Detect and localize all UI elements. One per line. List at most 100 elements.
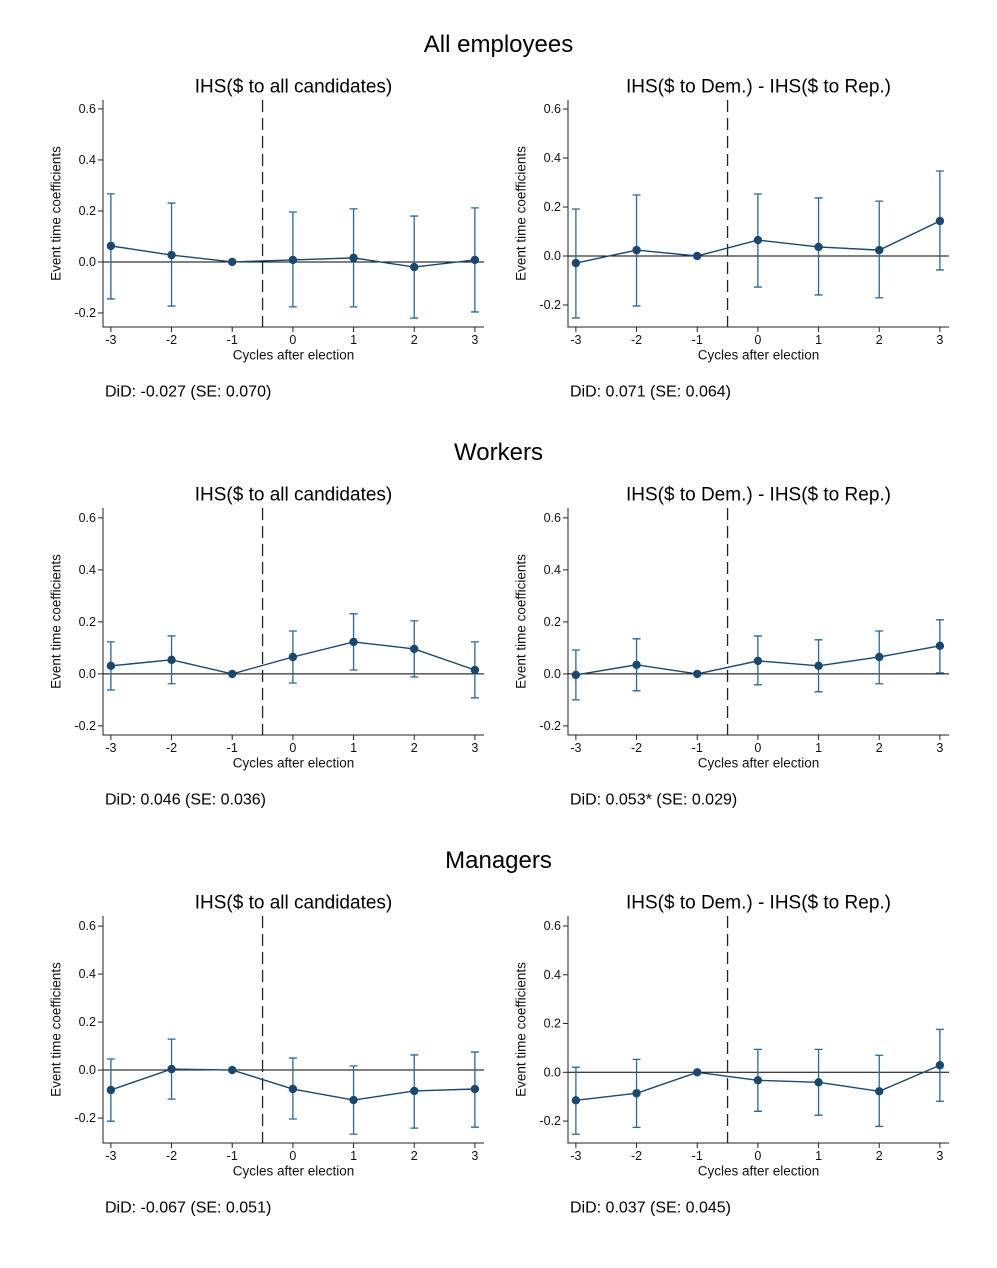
data-point [228, 1065, 237, 1075]
x-axis-title: Cycles after election [698, 756, 820, 771]
did-annotation: DiD: -0.067 (SE: 0.051) [105, 1200, 271, 1217]
data-point [410, 1086, 419, 1096]
data-point [632, 1089, 641, 1098]
data-point [875, 245, 884, 255]
y-tick-label: 0.4 [544, 563, 561, 577]
x-tick-label: 0 [289, 741, 296, 755]
y-tick-label: -0.2 [74, 306, 96, 320]
y-tick-label: -0.2 [539, 1114, 561, 1128]
y-tick-label: 0.4 [544, 968, 561, 982]
x-axis-title: Cycles after election [233, 756, 355, 771]
data-point [106, 661, 116, 671]
data-point [935, 1061, 945, 1070]
x-tick-label: -2 [166, 741, 177, 755]
x-tick-label: 0 [289, 1149, 296, 1163]
y-axis-title: Event time coefficients [49, 962, 64, 1097]
section-title-managers: Managers [445, 847, 552, 874]
x-tick-label: 2 [876, 333, 883, 347]
y-tick-label: 0.4 [79, 563, 96, 577]
data-point [753, 1076, 763, 1085]
x-tick-label: 2 [876, 741, 883, 755]
x-tick-label: -2 [631, 1149, 642, 1163]
x-tick-label: 1 [815, 741, 822, 755]
x-tick-label: 2 [876, 1149, 883, 1163]
x-tick-label: -2 [166, 1149, 177, 1163]
x-tick-label: 3 [471, 333, 478, 347]
data-point [288, 255, 298, 265]
x-tick-label: -1 [692, 333, 703, 347]
data-point [470, 665, 480, 675]
x-tick-label: 2 [411, 333, 418, 347]
x-tick-label: 3 [936, 333, 943, 347]
data-point [410, 644, 419, 654]
data-point [632, 245, 641, 255]
y-tick-label: 0.6 [544, 511, 561, 525]
x-tick-label: 0 [289, 333, 296, 347]
x-tick-label: -1 [692, 741, 703, 755]
section-title-workers: Workers [454, 439, 543, 466]
data-point [410, 262, 419, 272]
data-point [693, 669, 702, 679]
x-tick-label: -3 [570, 1149, 581, 1163]
y-tick-label: -0.2 [539, 719, 561, 733]
x-tick-label: 1 [350, 1149, 357, 1163]
x-tick-label: -2 [166, 333, 177, 347]
x-tick-label: 1 [815, 333, 822, 347]
chart-workers-all-candidates: IHS($ to all candidates) -0.2 0.0 0.2 0.4 0.6… [49, 485, 484, 809]
x-tick-label: 1 [815, 1149, 822, 1163]
data-point [814, 1078, 823, 1087]
data-point [349, 637, 358, 647]
did-annotation: DiD: 0.071 (SE: 0.064) [570, 384, 731, 401]
x-tick-label: 3 [936, 741, 943, 755]
data-point [935, 641, 945, 651]
data-point [814, 242, 823, 252]
x-tick-label: 3 [471, 1149, 478, 1163]
y-tick-label: 0.2 [544, 615, 561, 629]
did-annotation: DiD: 0.046 (SE: 0.036) [105, 792, 266, 809]
panel-title: IHS($ to Dem.) - IHS($ to Rep.) [626, 485, 891, 506]
chart-all-employees-all-candidates: IHS($ to all candidates) -0.2 0.0 0.2 0.4 0.6… [49, 77, 484, 401]
y-tick-label: 0.6 [544, 919, 561, 933]
y-tick-label: 0.0 [544, 667, 561, 681]
panel-title: IHS($ to all candidates) [195, 485, 393, 506]
y-tick-label: 0.0 [79, 255, 96, 269]
data-point [753, 235, 763, 245]
data-point [228, 257, 237, 267]
x-tick-label: -2 [631, 333, 642, 347]
section-title-all-employees: All employees [423, 31, 574, 58]
x-tick-label: 0 [754, 741, 761, 755]
data-point [288, 652, 298, 662]
x-tick-label: 1 [350, 741, 357, 755]
data-point [349, 1095, 358, 1105]
y-tick-label: 0.6 [79, 919, 96, 933]
data-point [693, 251, 702, 261]
y-axis-title: Event time coefficients [514, 146, 529, 281]
y-tick-label: 0.2 [79, 615, 96, 629]
data-point [349, 253, 358, 263]
data-point [693, 1068, 702, 1077]
y-tick-label: 0.4 [544, 151, 561, 165]
chart-all-employees-dem-minus-rep: IHS($ to Dem.) - IHS($ to Rep.) -0.2 0.0 0.… [514, 77, 949, 401]
y-tick-label: 0.2 [544, 1017, 561, 1031]
x-tick-label: -1 [227, 333, 238, 347]
data-point [875, 1087, 884, 1096]
x-tick-label: -3 [570, 741, 581, 755]
x-tick-label: -3 [570, 333, 581, 347]
y-tick-label: 0.2 [544, 200, 561, 214]
y-tick-label: -0.2 [74, 1111, 96, 1125]
x-tick-label: -1 [227, 741, 238, 755]
x-tick-label: 1 [350, 333, 357, 347]
x-tick-label: 3 [936, 1149, 943, 1163]
data-point [470, 1084, 480, 1094]
y-tick-label: 0.0 [79, 1063, 96, 1077]
data-point [288, 1084, 298, 1094]
y-tick-label: 0.6 [79, 511, 96, 525]
data-point [167, 655, 176, 665]
x-tick-label: -2 [631, 741, 642, 755]
y-tick-label: 0.0 [79, 667, 96, 681]
y-axis-title: Event time coefficients [514, 962, 529, 1097]
panel-title: IHS($ to Dem.) - IHS($ to Rep.) [626, 893, 891, 914]
chart-managers-all-candidates: IHS($ to all candidates) -0.2 0.0 0.2 0.4 0.6… [49, 893, 484, 1217]
panel-title: IHS($ to all candidates) [195, 893, 393, 914]
